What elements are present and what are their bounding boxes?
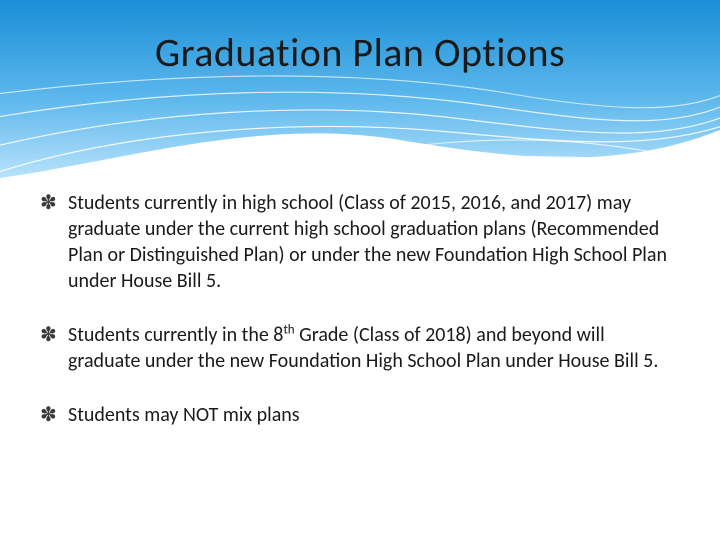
bullet-text: Students currently in the 8th Grade (Cla…: [68, 322, 680, 374]
header-band: [0, 0, 720, 180]
bullet-text: Students may NOT mix plans: [68, 402, 680, 428]
bullet-marker-icon: ✽: [40, 322, 68, 348]
header-wave-svg: [0, 0, 720, 180]
bullet-item: ✽ Students may NOT mix plans: [40, 402, 680, 428]
bullet-item: ✽ Students currently in the 8th Grade (C…: [40, 322, 680, 374]
bullet-text: Students currently in high school (Class…: [68, 190, 680, 294]
bullet-marker-icon: ✽: [40, 402, 68, 428]
slide: Graduation Plan Options ✽ Students curre…: [0, 0, 720, 540]
bullet-marker-icon: ✽: [40, 190, 68, 216]
bullet-item: ✽ Students currently in high school (Cla…: [40, 190, 680, 294]
slide-title: Graduation Plan Options: [0, 28, 720, 77]
slide-body: ✽ Students currently in high school (Cla…: [40, 190, 680, 456]
